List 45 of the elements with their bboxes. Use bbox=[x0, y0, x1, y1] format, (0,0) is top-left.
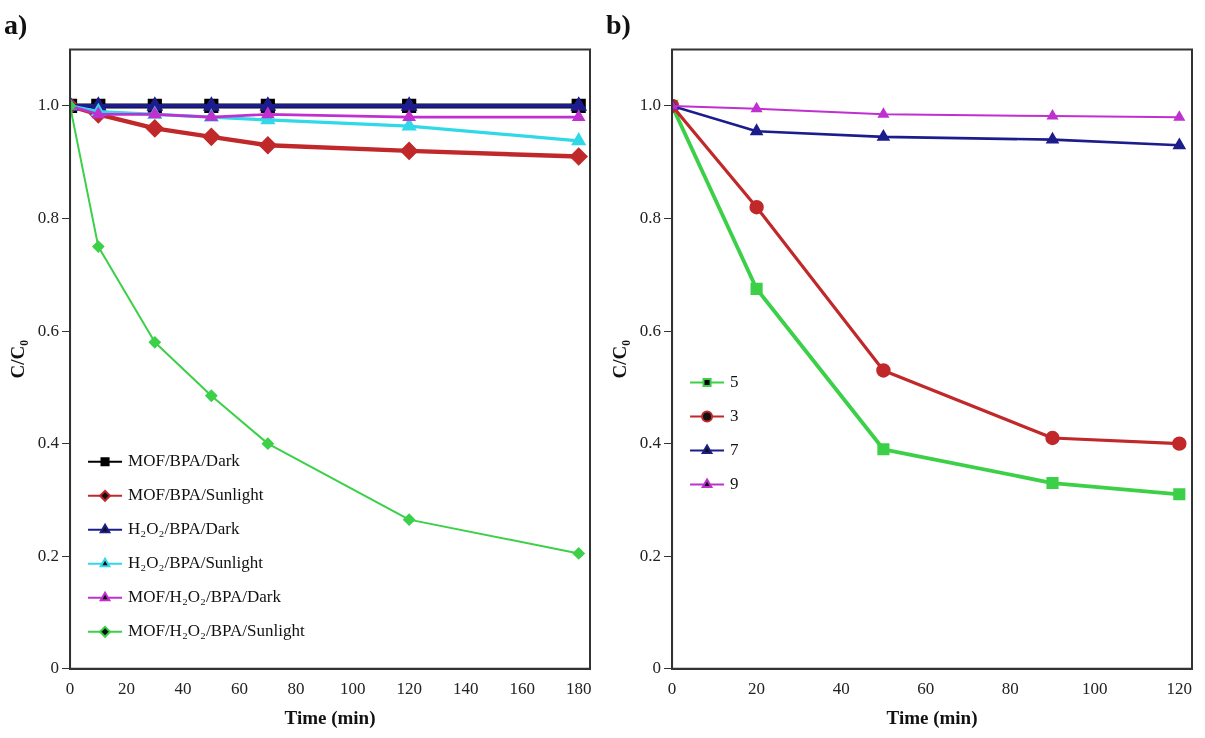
x-tick-label: 0 bbox=[667, 679, 677, 699]
legend-label: 9 bbox=[730, 473, 739, 493]
y-tick-label: 0.4 bbox=[37, 433, 60, 453]
legend-label: H₂O₂/BPA/Sunlight bbox=[128, 553, 264, 573]
x-tick-label: 100 bbox=[339, 679, 366, 699]
legend-label: MOF/BPA/Sunlight bbox=[128, 485, 264, 505]
legend-label: MOF/BPA/Dark bbox=[128, 451, 241, 471]
y-axis-title: C/C₀ bbox=[7, 339, 29, 379]
x-tick-label: 160 bbox=[509, 679, 535, 699]
x-tick-label: 140 bbox=[452, 679, 479, 699]
y-tick-label: 0.4 bbox=[639, 433, 662, 453]
y-tick-label: 0.8 bbox=[639, 207, 662, 227]
x-tick-label: 120 bbox=[1166, 679, 1193, 699]
chart-title: b) bbox=[606, 9, 631, 41]
legend-label: 3 bbox=[730, 405, 739, 425]
legend-label: H₂O₂/BPA/Dark bbox=[128, 519, 240, 539]
y-axis-title: C/C₀ bbox=[609, 339, 631, 379]
x-tick-label: 120 bbox=[396, 679, 422, 699]
chart-title: a) bbox=[4, 9, 28, 41]
legend-label: 7 bbox=[730, 439, 740, 459]
legend-label: MOF/H₂O₂/BPA/Dark bbox=[128, 587, 282, 607]
x-tick-label: 20 bbox=[118, 679, 136, 699]
y-tick-label: 0.2 bbox=[37, 545, 60, 565]
x-tick-label: 80 bbox=[1001, 679, 1019, 699]
legend-label: 5 bbox=[730, 371, 739, 391]
y-tick-label: 0.2 bbox=[639, 545, 662, 565]
y-tick-label: 1.0 bbox=[37, 95, 60, 115]
x-tick-label: 40 bbox=[174, 679, 192, 699]
x-axis-title: Time (min) bbox=[886, 706, 978, 729]
x-tick-label: 80 bbox=[287, 679, 305, 699]
y-tick-label: 0 bbox=[50, 658, 60, 678]
x-tick-label: 180 bbox=[565, 679, 592, 699]
x-tick-label: 40 bbox=[832, 679, 850, 699]
x-tick-label: 60 bbox=[917, 679, 935, 699]
y-tick-label: 0.6 bbox=[639, 320, 662, 340]
x-tick-label: 60 bbox=[231, 679, 249, 699]
x-tick-label: 0 bbox=[65, 679, 75, 699]
legend-label: MOF/H₂O₂/BPA/Sunlight bbox=[128, 621, 305, 641]
y-tick-label: 0.8 bbox=[37, 207, 60, 227]
x-axis-title: Time (min) bbox=[284, 706, 376, 729]
y-tick-label: 0 bbox=[652, 658, 662, 678]
y-tick-label: 0.6 bbox=[37, 320, 60, 340]
y-tick-label: 1.0 bbox=[639, 95, 662, 115]
x-tick-label: 100 bbox=[1082, 679, 1108, 699]
x-tick-label: 20 bbox=[748, 679, 766, 699]
